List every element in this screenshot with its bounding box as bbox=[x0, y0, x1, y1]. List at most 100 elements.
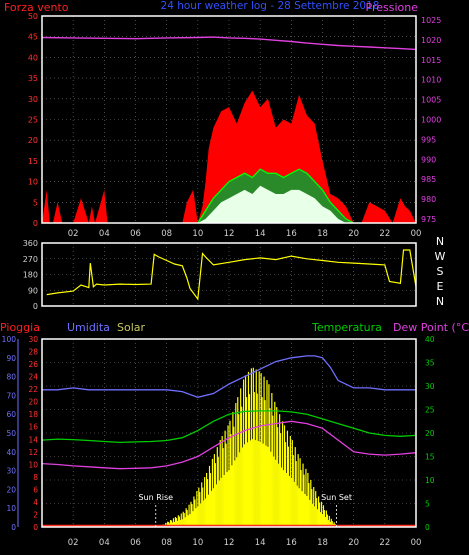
x-tick-label: 14 bbox=[255, 538, 266, 548]
rain-tick-label: 18 bbox=[28, 410, 38, 419]
humidity-label: Umidita bbox=[67, 321, 110, 334]
temperature-tick-label: 35 bbox=[425, 359, 435, 368]
humidity-tick-label: 30 bbox=[6, 467, 16, 476]
rain-tick-label: 26 bbox=[28, 360, 38, 369]
y-tick-label: 35 bbox=[28, 74, 38, 83]
temperature-tick-label: 20 bbox=[425, 429, 435, 438]
x-tick-label: 00 bbox=[411, 538, 422, 548]
temperature-line bbox=[41, 410, 417, 444]
y-tick-label: 30 bbox=[28, 95, 38, 104]
y-tick-label: 90 bbox=[28, 286, 38, 295]
humidity-tick-label: 0 bbox=[11, 523, 16, 532]
y-tick-label: 1000 bbox=[421, 116, 441, 125]
y-tick-label: 1010 bbox=[421, 76, 441, 85]
x-tick-label: 04 bbox=[99, 538, 110, 548]
y-tick-label: 975 bbox=[421, 215, 436, 224]
direction-label: E bbox=[437, 280, 444, 293]
panel-frame bbox=[41, 15, 417, 224]
y-tick-label: 270 bbox=[23, 255, 38, 264]
x-tick-label: 16 bbox=[286, 229, 297, 239]
y-tick-label: 50 bbox=[28, 12, 38, 21]
solar-label: Solar bbox=[117, 321, 146, 334]
x-tick-label: 18 bbox=[317, 229, 328, 239]
x-tick-label: 22 bbox=[379, 229, 390, 239]
y-tick-label: 45 bbox=[28, 33, 38, 42]
x-tick-label: 08 bbox=[161, 538, 172, 548]
rain-tick-label: 4 bbox=[33, 498, 38, 507]
y-tick-label: 1020 bbox=[421, 36, 441, 45]
x-tick-label: 10 bbox=[192, 538, 203, 548]
panel-frame bbox=[41, 242, 417, 307]
y-tick-label: 0 bbox=[33, 302, 38, 311]
rain-tick-label: 12 bbox=[28, 448, 38, 457]
rain-tick-label: 14 bbox=[28, 435, 38, 444]
humidity-tick-label: 60 bbox=[6, 410, 16, 419]
rain-label: Pioggia bbox=[0, 321, 40, 334]
temperature-tick-label: 30 bbox=[425, 382, 435, 391]
temperature-tick-label: 5 bbox=[425, 500, 430, 509]
temperature-tick-label: 40 bbox=[425, 335, 435, 344]
y-tick-label: 20 bbox=[28, 136, 38, 145]
direction-label: S bbox=[437, 265, 444, 278]
panel-frame bbox=[41, 338, 417, 528]
sunset-annotation: Sun Set bbox=[321, 493, 352, 502]
y-tick-label: 990 bbox=[421, 155, 436, 164]
rain-tick-label: 10 bbox=[28, 460, 38, 469]
temperature-tick-label: 10 bbox=[425, 476, 435, 485]
humidity-tick-label: 80 bbox=[6, 373, 16, 382]
rain-tick-label: 8 bbox=[33, 473, 38, 482]
wind-average-line bbox=[197, 168, 355, 224]
x-tick-label: 08 bbox=[161, 229, 172, 239]
y-tick-label: 1005 bbox=[421, 96, 441, 105]
x-tick-label: 20 bbox=[348, 229, 359, 239]
rain-tick-label: 24 bbox=[28, 373, 38, 382]
x-tick-label: 06 bbox=[130, 538, 141, 548]
y-tick-label: 995 bbox=[421, 135, 436, 144]
direction-label: N bbox=[436, 235, 444, 248]
humidity-tick-label: 70 bbox=[6, 391, 16, 400]
sunrise-annotation: Sun Rise bbox=[138, 493, 173, 502]
y-tick-label: 360 bbox=[23, 239, 38, 248]
humidity-tick-label: 50 bbox=[6, 429, 16, 438]
wind-direction-line bbox=[46, 249, 417, 301]
pressure-label: Pressione bbox=[366, 1, 419, 14]
y-tick-label: 1025 bbox=[421, 16, 441, 25]
temperature-tick-label: 25 bbox=[425, 406, 435, 415]
wind-force-label: Forza vento bbox=[4, 1, 69, 14]
rain-tick-label: 16 bbox=[28, 423, 38, 432]
rain-tick-label: 22 bbox=[28, 385, 38, 394]
y-tick-label: 5 bbox=[33, 198, 38, 207]
temperature-label: Temperatura bbox=[311, 321, 382, 334]
dewpoint-line bbox=[41, 420, 417, 470]
x-tick-label: 20 bbox=[348, 538, 359, 548]
x-tick-label: 16 bbox=[286, 538, 297, 548]
x-tick-label: 12 bbox=[224, 538, 235, 548]
humidity-tick-label: 20 bbox=[6, 485, 16, 494]
humidity-tick-label: 100 bbox=[2, 335, 17, 344]
y-tick-label: 0 bbox=[33, 219, 38, 228]
x-tick-label: 22 bbox=[379, 538, 390, 548]
humidity-tick-label: 10 bbox=[6, 504, 16, 513]
humidity-line bbox=[42, 355, 416, 398]
direction-label: N bbox=[436, 295, 444, 308]
chart-title: 24 hour weather log - 28 Settembre 2018 bbox=[161, 0, 380, 12]
rain-tick-label: 30 bbox=[28, 335, 38, 344]
rain-tick-label: 28 bbox=[28, 348, 38, 357]
x-tick-label: 14 bbox=[255, 229, 266, 239]
dewpoint-label: Dew Point (°C) bbox=[393, 321, 469, 334]
pressure-line bbox=[41, 36, 417, 51]
wind-min-area bbox=[197, 185, 354, 223]
rain-tick-label: 0 bbox=[33, 523, 38, 532]
x-tick-label: 02 bbox=[68, 538, 79, 548]
x-tick-label: 10 bbox=[192, 229, 203, 239]
y-tick-label: 980 bbox=[421, 195, 436, 204]
rain-tick-label: 20 bbox=[28, 398, 38, 407]
rain-tick-label: 6 bbox=[33, 485, 38, 494]
humidity-tick-label: 90 bbox=[6, 354, 16, 363]
temperature-tick-label: 0 bbox=[425, 523, 430, 532]
y-tick-label: 10 bbox=[28, 178, 38, 187]
x-tick-label: 12 bbox=[224, 229, 235, 239]
y-tick-label: 985 bbox=[421, 175, 436, 184]
x-tick-label: 06 bbox=[130, 229, 141, 239]
